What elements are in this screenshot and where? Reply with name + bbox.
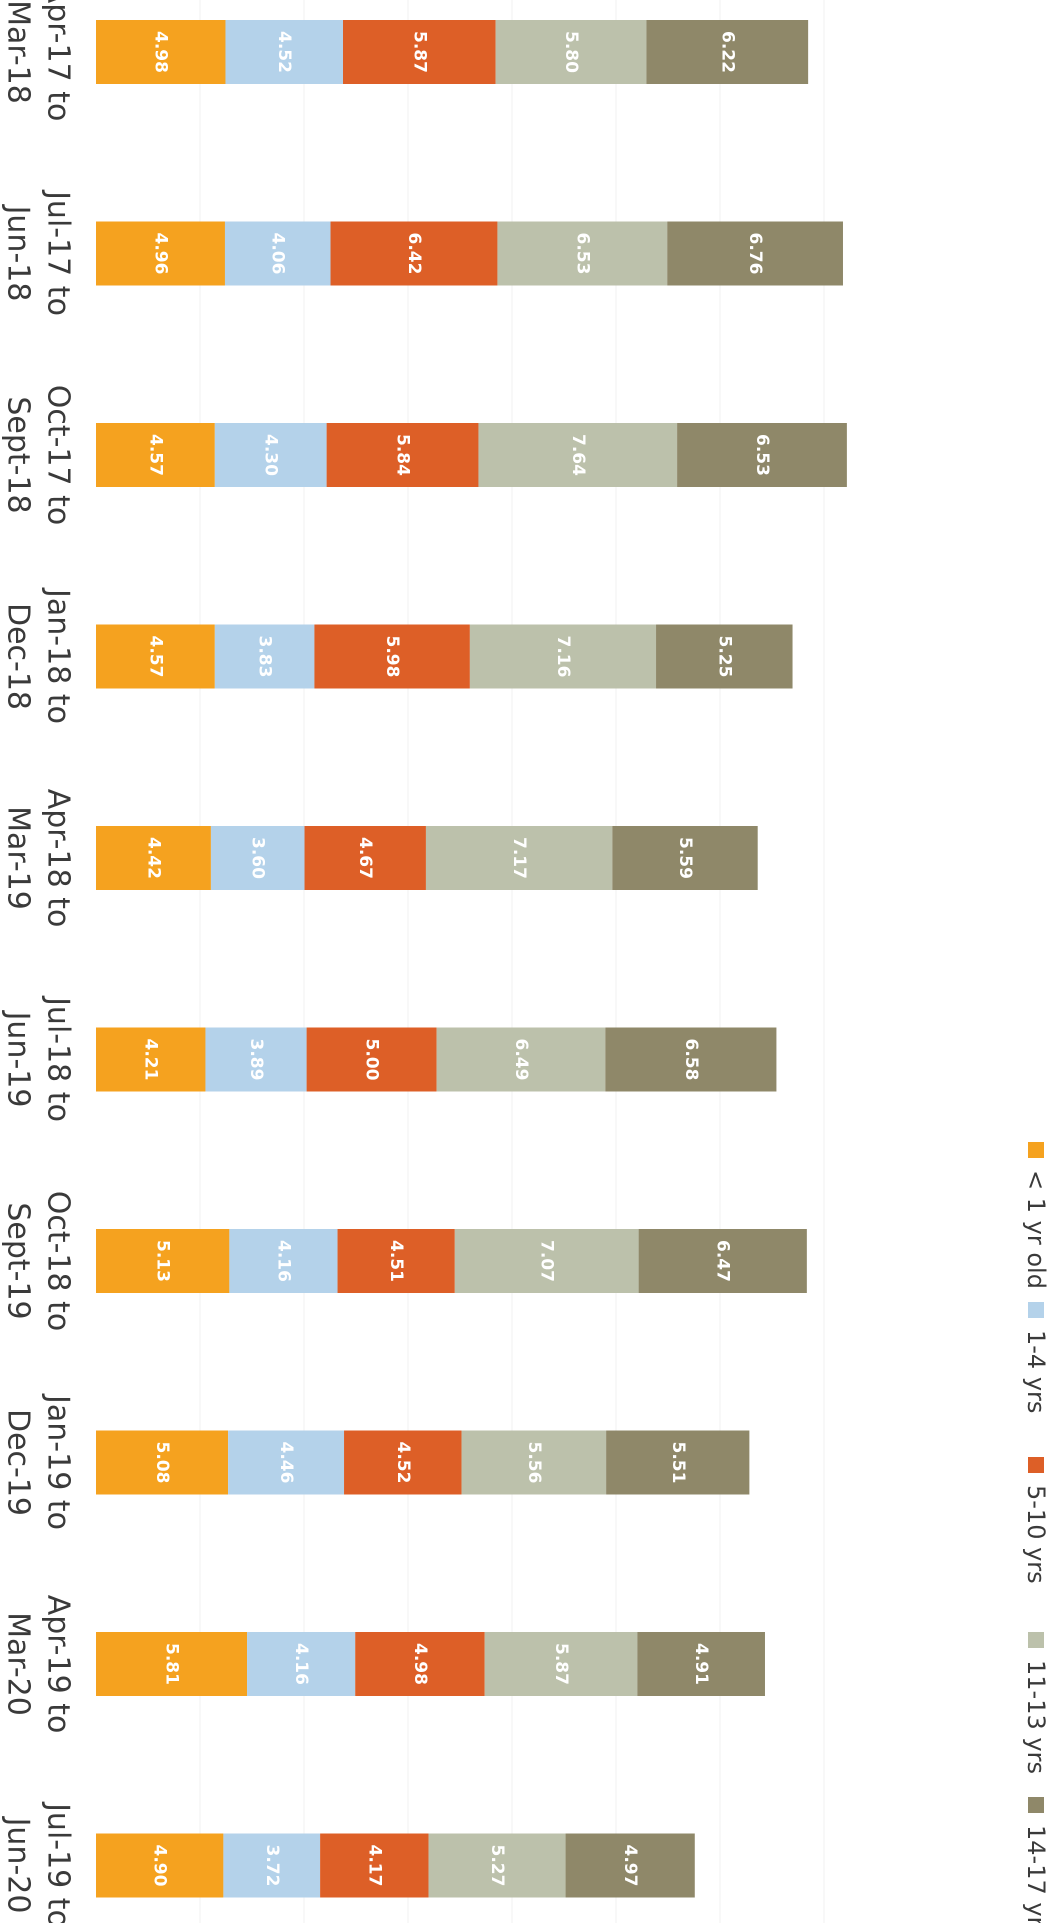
data-label: 5.98 — [382, 636, 402, 678]
data-label: 4.51 — [386, 1240, 406, 1282]
data-labels: 4.98 4.52 5.87 5.80 6.22 4.96 4.06 6.42 6.53 6.76… — [141, 31, 772, 1887]
data-label: 5.81 — [162, 1643, 182, 1685]
data-label: 6.49 — [511, 1039, 531, 1081]
legend-swatch-1-yr-old — [1028, 1142, 1044, 1158]
category-label: Jan-19 to — [41, 1393, 76, 1530]
data-label: 4.98 — [410, 1643, 430, 1685]
data-label: 4.96 — [150, 233, 170, 275]
data-label: 4.21 — [141, 1039, 161, 1081]
category-label: Oct-18 to — [41, 1191, 76, 1332]
data-label: 3.83 — [255, 636, 275, 678]
legend-label-1-4-yrs: 1-4 yrs — [1022, 1330, 1050, 1413]
data-label: 5.87 — [409, 31, 429, 73]
category-label: Apr-18 to — [41, 789, 76, 928]
data-label: 4.91 — [691, 1643, 711, 1685]
legend-swatch-11-13-yrs — [1028, 1632, 1044, 1648]
category-label: Jun-20 — [1, 1816, 36, 1914]
data-label: 6.58 — [681, 1039, 701, 1081]
legend-swatch-5-10-yrs — [1028, 1457, 1044, 1473]
data-label: 4.16 — [291, 1643, 311, 1685]
data-label: 4.46 — [276, 1442, 296, 1484]
data-label: 5.80 — [561, 31, 581, 73]
legend-label-11-13-yrs: 11-13 yrs — [1022, 1660, 1050, 1774]
category-label: Jul-18 to — [41, 995, 76, 1122]
legend-label-14-17-yrs: 14-17 yrs — [1022, 1825, 1050, 1923]
category-label: Mar-19 — [1, 806, 36, 910]
data-label: 6.53 — [572, 233, 592, 275]
data-label: 5.56 — [524, 1442, 544, 1484]
data-label: 7.17 — [509, 837, 529, 879]
data-label: 5.08 — [152, 1442, 172, 1484]
data-label: 7.07 — [537, 1240, 557, 1282]
category-label: Sept-18 — [1, 396, 36, 513]
legend: < 1 yr old 1-4 yrs 5-10 yrs 11-13 yrs 14-17 … — [1022, 1142, 1050, 1923]
data-label: 4.98 — [151, 31, 171, 73]
data-label: 7.16 — [553, 636, 573, 678]
legend-label-5-10-yrs: 5-10 yrs — [1022, 1485, 1050, 1584]
data-label: 5.27 — [487, 1845, 507, 1887]
category-label: Mar-18 — [1, 0, 36, 104]
category-label: Dec-19 — [1, 1409, 36, 1516]
data-label: 4.57 — [145, 434, 165, 476]
category-label: Mar-20 — [1, 1612, 36, 1716]
data-label: 3.72 — [262, 1845, 282, 1887]
data-label: 5.87 — [551, 1643, 571, 1685]
legend-swatch-14-17-yrs — [1028, 1797, 1044, 1813]
data-label: 4.67 — [355, 837, 375, 879]
data-label: 4.57 — [145, 636, 165, 678]
data-label: 3.60 — [248, 837, 268, 879]
data-label: 6.53 — [752, 434, 772, 476]
data-label: 5.59 — [675, 837, 695, 879]
data-label: 6.76 — [745, 233, 765, 275]
data-label: 4.30 — [261, 434, 281, 476]
category-label: Jun-19 — [1, 1010, 36, 1108]
data-label: 5.51 — [668, 1442, 688, 1484]
data-label: 6.42 — [404, 233, 424, 275]
data-label: 7.64 — [568, 434, 588, 476]
data-label: 5.84 — [393, 434, 413, 476]
data-label: 4.90 — [150, 1845, 170, 1887]
legend-label-1-yr-old: < 1 yr old — [1022, 1170, 1050, 1289]
data-label: 5.00 — [362, 1039, 382, 1081]
category-label: Sept-19 — [1, 1202, 36, 1319]
category-label: Apr-19 to — [41, 1595, 76, 1734]
data-label: 5.13 — [153, 1240, 173, 1282]
data-label: 4.16 — [273, 1240, 293, 1282]
data-label: 4.97 — [620, 1845, 640, 1887]
category-label: Dec-18 — [1, 603, 36, 710]
category-label: Oct-17 to — [41, 385, 76, 526]
data-label: 4.52 — [274, 31, 294, 73]
category-label: Jan-18 to — [41, 587, 76, 724]
category-label: Jun-18 — [1, 204, 36, 302]
category-label: Jul-19 to — [41, 1801, 76, 1923]
bars — [96, 20, 847, 1898]
data-label: 6.47 — [713, 1240, 733, 1282]
legend-swatch-1-4-yrs — [1028, 1302, 1044, 1318]
data-label: 5.25 — [714, 636, 734, 678]
data-label: 4.52 — [393, 1442, 413, 1484]
category-label: Apr-17 to — [41, 0, 76, 121]
data-label: 3.89 — [246, 1039, 266, 1081]
data-label: 4.06 — [268, 233, 288, 275]
data-label: 4.42 — [143, 837, 163, 879]
data-label: 4.17 — [364, 1845, 384, 1887]
category-label: Jul-17 to — [41, 189, 76, 316]
data-label: 6.22 — [717, 31, 737, 73]
